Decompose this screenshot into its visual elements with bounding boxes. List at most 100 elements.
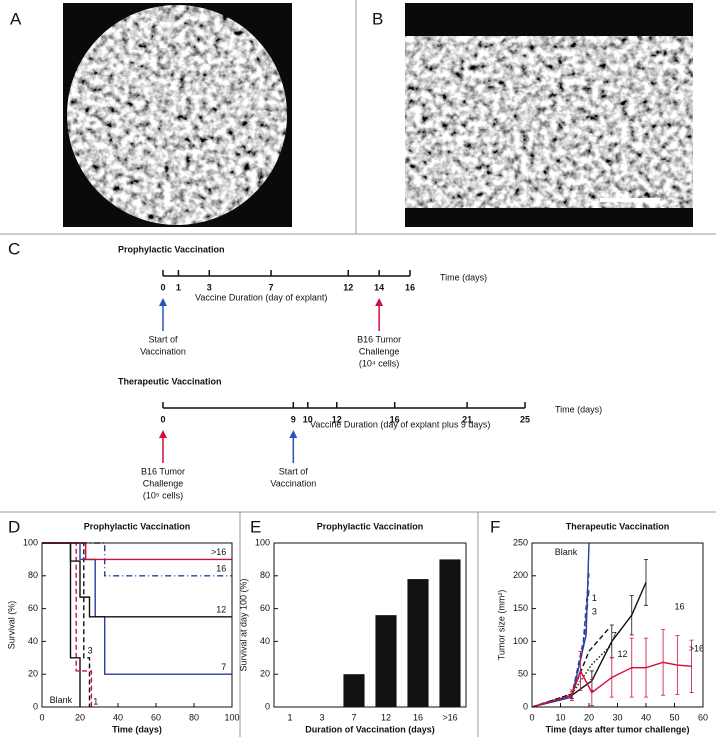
- panel-label: E: [250, 517, 261, 536]
- y-tick-label: 20: [260, 669, 270, 679]
- y-tick-label: 100: [23, 537, 38, 547]
- series-line: [42, 542, 81, 707]
- timeline-tick-label: 14: [374, 282, 384, 292]
- x-tick-label: 40: [113, 712, 123, 722]
- y-axis-label: Survival at day 100 (%): [238, 578, 248, 671]
- series-label: 3: [592, 606, 597, 616]
- error-bar: [629, 637, 634, 698]
- x-tick-label: 60: [151, 712, 161, 722]
- x-tick-label: 30: [612, 712, 622, 722]
- x-tick-label: 0: [529, 712, 534, 722]
- timeline-tick-label: 21: [462, 414, 472, 424]
- x-tick-label: 20: [584, 712, 594, 722]
- marker-label: Challenge: [359, 346, 400, 356]
- timeline-tick-label: 25: [520, 414, 530, 424]
- series-line: [42, 542, 232, 618]
- series-label: Blank: [555, 547, 578, 557]
- y-axis-label: Survival (%): [6, 601, 16, 650]
- marker-arrow-head: [159, 430, 167, 438]
- y-tick-label: 200: [513, 570, 528, 580]
- chart-title: Prophylactic Vaccination: [317, 521, 424, 531]
- error-bar: [589, 679, 594, 707]
- marker-label: Start of: [148, 334, 178, 344]
- x-tick-label: 12: [381, 712, 391, 722]
- y-tick-label: 80: [28, 570, 38, 580]
- timeline-caption: Vaccine Duration (day of explant plus 9 …: [310, 419, 490, 429]
- series-label: 12: [618, 649, 628, 659]
- y-tick-label: 40: [28, 636, 38, 646]
- x-axis-label: Time (days after tumor challenge): [546, 724, 690, 734]
- marker-label: Start of: [279, 466, 309, 476]
- timeline-unit: Time (days): [555, 404, 602, 414]
- micrograph-b: [405, 3, 693, 227]
- x-tick-label: 40: [641, 712, 651, 722]
- series-label: 16: [216, 564, 226, 574]
- plot-frame: [273, 542, 467, 708]
- y-tick-label: 100: [255, 537, 270, 547]
- series-line: [42, 542, 91, 707]
- x-tick-label: 10: [555, 712, 565, 722]
- chart-title: Therapeutic Vaccination: [566, 521, 670, 531]
- marker-label: (10⁵ cells): [143, 490, 183, 500]
- x-tick-label: 16: [413, 712, 423, 722]
- y-tick-label: 0: [33, 701, 38, 711]
- x-tick-label: 80: [189, 712, 199, 722]
- timeline-tick-label: 16: [390, 414, 400, 424]
- bar: [407, 579, 429, 707]
- series-label: Blank: [50, 695, 73, 705]
- timeline-tick-label: 7: [269, 282, 274, 292]
- timeline-tick-label: 0: [160, 282, 165, 292]
- marker-label: Challenge: [143, 478, 184, 488]
- marker-label: (10⁴ cells): [359, 358, 399, 368]
- y-tick-label: 250: [513, 537, 528, 547]
- series-label: 7: [221, 662, 226, 672]
- panel-label: B: [372, 9, 383, 28]
- series-line: [42, 542, 232, 675]
- series-label: 12: [216, 605, 226, 615]
- marker-arrow-head: [289, 430, 298, 438]
- micrograph-a: [63, 3, 292, 227]
- error-bar: [661, 629, 666, 696]
- series-line: [531, 588, 590, 708]
- marker-label: Vaccination: [270, 478, 316, 488]
- timeline-caption: Vaccine Duration (day of explant): [195, 292, 327, 302]
- marker-label: Vaccination: [140, 346, 186, 356]
- y-tick-label: 60: [260, 603, 270, 613]
- panel-label: D: [8, 517, 20, 536]
- error-bar: [629, 595, 634, 636]
- timeline-tick-label: 1: [176, 282, 181, 292]
- error-bar: [675, 635, 680, 695]
- error-bar: [569, 689, 574, 701]
- series-label: >16: [689, 644, 704, 654]
- panel-label: A: [10, 9, 22, 28]
- x-tick-label: >16: [442, 712, 457, 722]
- x-tick-label: 7: [351, 712, 356, 722]
- y-tick-label: 40: [260, 636, 270, 646]
- timeline-tick-label: 16: [405, 282, 415, 292]
- x-axis-label: Time (days): [112, 724, 162, 734]
- series-label: 3: [88, 646, 93, 656]
- plot-frame: [41, 542, 233, 708]
- error-bar: [689, 639, 694, 693]
- timeline-tick-label: 12: [332, 414, 342, 424]
- y-tick-label: 100: [513, 636, 528, 646]
- bar: [439, 559, 461, 707]
- y-tick-label: 80: [260, 570, 270, 580]
- bar: [343, 674, 365, 707]
- y-tick-label: 50: [518, 669, 528, 679]
- marker-label: B16 Tumor: [141, 466, 185, 476]
- y-tick-label: 60: [28, 603, 38, 613]
- marker-arrow-head: [375, 298, 384, 306]
- x-axis-label: Duration of Vaccination (days): [305, 724, 435, 734]
- y-axis-label: Tumor size (mm²): [496, 590, 506, 661]
- marker-label: B16 Tumor: [357, 334, 401, 344]
- plot-frame: [531, 542, 704, 708]
- error-bar: [578, 650, 583, 691]
- error-bar: [644, 637, 648, 698]
- timeline-title: Therapeutic Vaccination: [118, 376, 222, 386]
- series-line: [42, 542, 93, 707]
- series-label: 1: [592, 593, 597, 603]
- y-tick-label: 20: [28, 669, 38, 679]
- timeline-tick-label: 3: [207, 282, 212, 292]
